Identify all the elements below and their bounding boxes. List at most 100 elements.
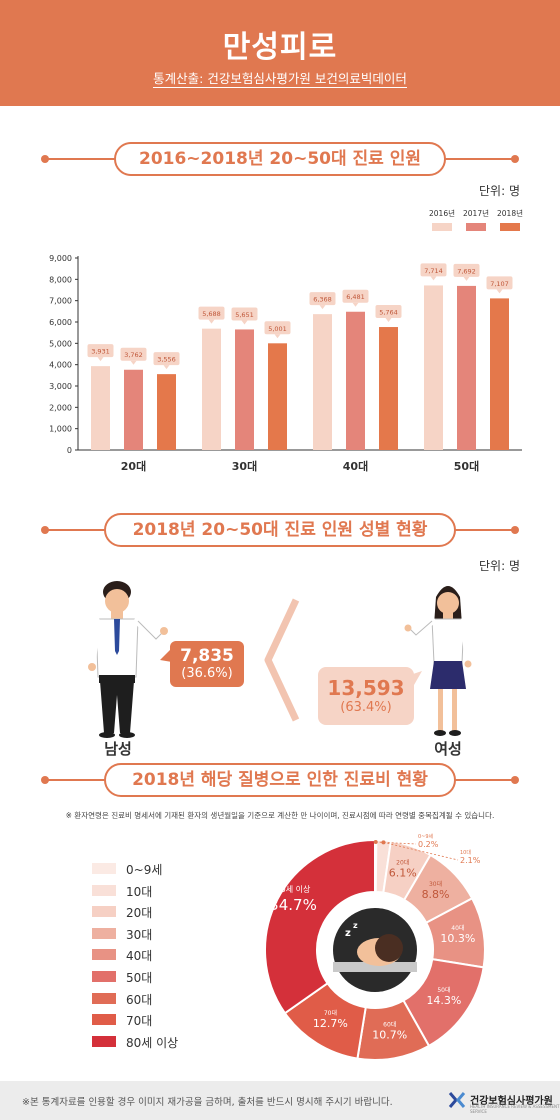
pie-legend-label: 10대 — [126, 884, 153, 899]
pie-slice-label: 60대 — [383, 1021, 396, 1029]
pie-slice-label: 70대 — [324, 1009, 337, 1017]
leader-line — [383, 841, 459, 861]
pie-legend-label: 50대 — [126, 971, 153, 985]
pie-slice-label: 40대 — [451, 924, 464, 932]
pie-data-label: 6.1% — [389, 867, 417, 880]
section2-dot-right — [511, 526, 519, 534]
female-bubble-bg — [318, 667, 414, 725]
data-label-tail — [352, 302, 359, 307]
data-label-bg — [486, 276, 513, 290]
page-title: 만성피로 — [222, 30, 338, 65]
y-tick-label: 2,000 — [49, 403, 72, 412]
data-label-bg — [87, 344, 114, 358]
pie-legend-label: 80세 이상 — [126, 1035, 179, 1050]
pie-slice-label: 0~9세 — [418, 833, 434, 840]
footer-note: ※본 통계자료를 인용할 경우 이미지 재가공을 금하며, 출처를 반드시 명시… — [22, 1097, 393, 1108]
legend-swatch — [500, 223, 520, 231]
data-label: 5,001 — [268, 325, 287, 333]
data-label-bg — [420, 263, 447, 277]
divider-chevron — [264, 598, 300, 722]
data-label: 5,764 — [379, 309, 398, 317]
pie-data-label: 2.1% — [460, 856, 481, 865]
data-label: 3,762 — [124, 351, 143, 359]
data-label-bg — [453, 263, 480, 277]
female-bubble: 13,593 (63.4%) — [318, 676, 414, 715]
section1-dot-left — [41, 155, 49, 163]
data-label-tail — [241, 320, 248, 325]
male-bubble-bg — [170, 641, 244, 687]
y-tick-label: 5,000 — [49, 339, 72, 348]
y-tick-label: 8,000 — [49, 275, 72, 284]
pie-legend-label: 70대 — [126, 1014, 153, 1029]
pie-legend-swatch — [92, 1035, 116, 1047]
pie-legend-swatch — [92, 949, 116, 961]
pie-data-label: 12.7% — [313, 1017, 348, 1030]
data-label: 6,481 — [346, 293, 365, 301]
section1-dot-right — [511, 155, 519, 163]
pie-slice — [264, 838, 376, 1015]
legend-swatch — [466, 223, 486, 231]
pie-slice-label: 30대 — [429, 880, 442, 888]
bar — [379, 327, 398, 450]
male-percent: (36.6%) — [181, 666, 233, 681]
data-label-tail — [319, 305, 326, 310]
section1-unit: 단위: 명 — [479, 184, 520, 198]
org-name: 건강보험심사평가원 — [470, 1096, 553, 1107]
legend-label: 2018년 — [497, 208, 523, 218]
data-label-tail — [208, 319, 215, 324]
y-tick-label: 3,000 — [49, 382, 72, 391]
female-figure — [404, 586, 472, 736]
pie-legend-swatch — [92, 927, 116, 939]
male-bubble: 7,835 (36.6%) — [170, 646, 244, 681]
bar — [268, 343, 287, 450]
section3-title: 2018년 해당 질병으로 인한 진료비 현황 — [104, 763, 456, 797]
org-logo-icon — [448, 1092, 466, 1108]
female-value: 13,593 — [327, 676, 405, 700]
y-tick-label: 4,000 — [49, 361, 72, 370]
data-label-bg — [120, 347, 147, 361]
y-tick-label: 9,000 — [49, 254, 72, 263]
y-tick-label: 7,000 — [49, 297, 72, 306]
data-label: 3,556 — [157, 356, 176, 364]
data-label-bg — [342, 289, 369, 303]
gender-illustration — [88, 581, 472, 738]
bar-chart: 2016년 2017년 2018년 0 1,000 2,000 3,000 4,000 5,00… — [49, 208, 523, 473]
pie-legend-swatch — [92, 971, 116, 982]
org-subtitle: HEALTH INSURANCE REVIEW & ASSESSMENT SER… — [470, 1104, 560, 1114]
x-tick-label: 30대 — [232, 459, 257, 473]
x-tick-label: 20대 — [121, 459, 146, 473]
bar — [124, 369, 143, 450]
source-text: 통계산출: 건강보험심사평가원 보건의료빅데이터 — [153, 71, 407, 88]
y-tick-label: 1,000 — [49, 425, 72, 434]
data-label-bg — [231, 307, 258, 321]
x-tick-label: 50대 — [454, 459, 479, 473]
section2-dot-left — [41, 526, 49, 534]
pie-slice-label: 20대 — [396, 859, 409, 867]
data-label-tail — [385, 318, 392, 323]
bar — [457, 285, 476, 450]
pie-data-label: 0.2% — [418, 840, 439, 849]
data-label-bg — [264, 321, 291, 335]
header-banner — [0, 0, 560, 106]
data-label-bg — [309, 292, 336, 306]
data-label-bg — [198, 306, 225, 320]
bar — [91, 366, 110, 450]
pie-legend-label: 0~9세 — [126, 863, 163, 877]
male-figure — [88, 581, 168, 738]
section3-dot-right — [511, 776, 519, 784]
source-note: 통계산출: 건강보험심사평가원 보건의료빅데이터 — [0, 68, 560, 88]
data-label-bg — [153, 352, 180, 366]
bar — [490, 298, 509, 450]
pie-legend-swatch — [92, 863, 116, 874]
data-label: 5,651 — [235, 311, 254, 319]
pie-data-label: 8.8% — [422, 888, 450, 901]
pie-legend-label: 30대 — [126, 927, 153, 942]
data-label-tail — [130, 360, 137, 365]
bar — [202, 328, 221, 450]
data-label-tail — [430, 276, 437, 281]
y-tick-label: 0 — [67, 446, 72, 455]
female-label: 여성 — [434, 740, 462, 758]
data-label: 6,368 — [313, 296, 332, 304]
data-label-tail — [463, 276, 470, 281]
